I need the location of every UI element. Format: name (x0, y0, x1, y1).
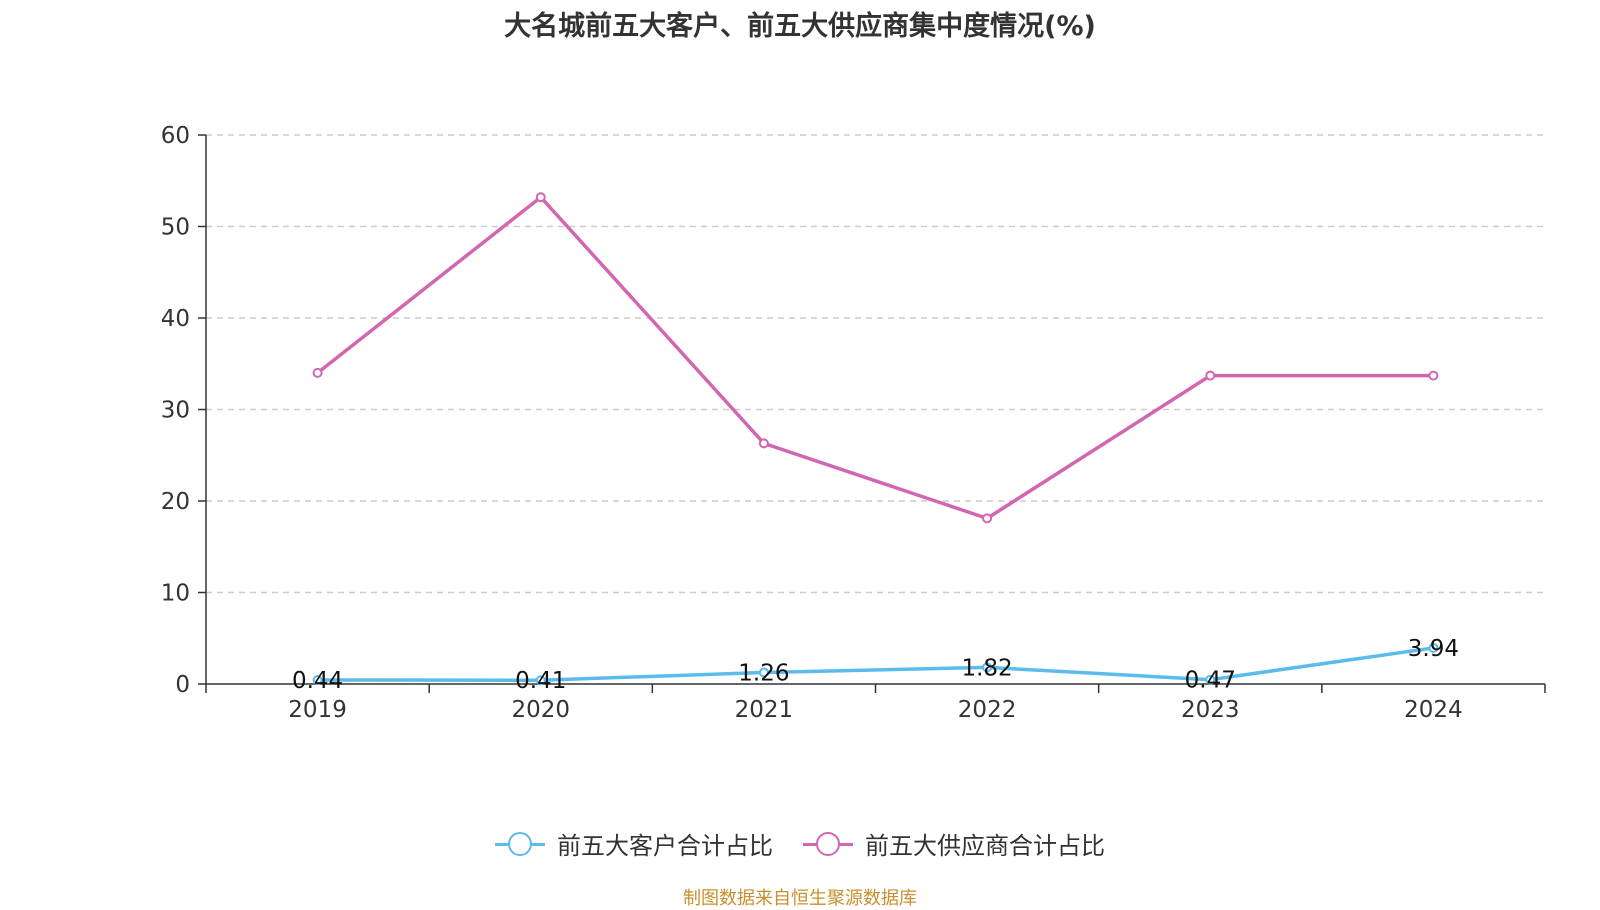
x-tick-label: 2023 (1181, 697, 1240, 723)
data-label: 0.41 (515, 668, 566, 694)
series-line-2 (316, 195, 1434, 521)
legend: 前五大客户合计占比 前五大供应商合计占比 (0, 826, 1600, 861)
legend-suppliers-icon (803, 831, 853, 856)
axes: 0 10 20 30 40 50 60 2019 2020 2021 2022 2023 2024 (161, 123, 1546, 723)
data-label: 3.94 (1408, 636, 1459, 662)
source-note: 制图数据来自恒生聚源数据库 (683, 888, 917, 909)
data-label: 0.44 (292, 668, 343, 694)
data-point-2 (758, 438, 769, 449)
data-point-2 (1205, 370, 1216, 381)
data-label: 0.47 (1185, 668, 1236, 694)
series-lines (312, 192, 1439, 686)
y-tick-label: 20 (161, 489, 190, 515)
x-tick-label: 2021 (735, 697, 794, 723)
legend-item-suppliers[interactable]: 前五大供应商合计占比 (803, 826, 1105, 861)
x-tick-label: 2022 (958, 697, 1017, 723)
data-label: 1.82 (961, 655, 1012, 681)
data-point-2 (535, 192, 546, 203)
y-tick-label: 60 (161, 123, 190, 149)
y-tick-label: 50 (161, 215, 190, 241)
data-point-2 (1428, 370, 1439, 381)
legend-item-customers[interactable]: 前五大客户合计占比 (495, 826, 773, 861)
data-point-2 (312, 367, 323, 378)
y-tick-label: 30 (161, 398, 190, 424)
legend-customers-icon (495, 831, 545, 856)
gridlines (206, 134, 1545, 594)
chart-title: 大名城前五大客户、前五大供应商集中度情况(%) (504, 11, 1096, 42)
x-tick-label: 2019 (288, 697, 347, 723)
y-tick-label: 40 (161, 306, 190, 332)
data-point-1 (535, 675, 546, 686)
data-point-1 (758, 667, 769, 678)
data-point-1 (982, 662, 993, 673)
data-point-1 (1428, 642, 1439, 653)
data-labels: 0.44 0.41 1.26 1.82 0.47 3.94 (292, 636, 1459, 694)
data-point-2 (982, 513, 993, 524)
data-point-1 (312, 674, 323, 685)
y-tick-label: 10 (161, 581, 190, 607)
x-tick-label: 2024 (1404, 697, 1463, 723)
legend-suppliers-label: 前五大供应商合计占比 (865, 832, 1105, 860)
series-line-1 (317, 646, 1434, 682)
data-point-1 (1205, 674, 1216, 685)
data-label: 1.26 (738, 660, 789, 686)
y-tick-label: 0 (175, 672, 190, 698)
legend-customers-label: 前五大客户合计占比 (557, 832, 773, 860)
x-tick-label: 2020 (511, 697, 570, 723)
